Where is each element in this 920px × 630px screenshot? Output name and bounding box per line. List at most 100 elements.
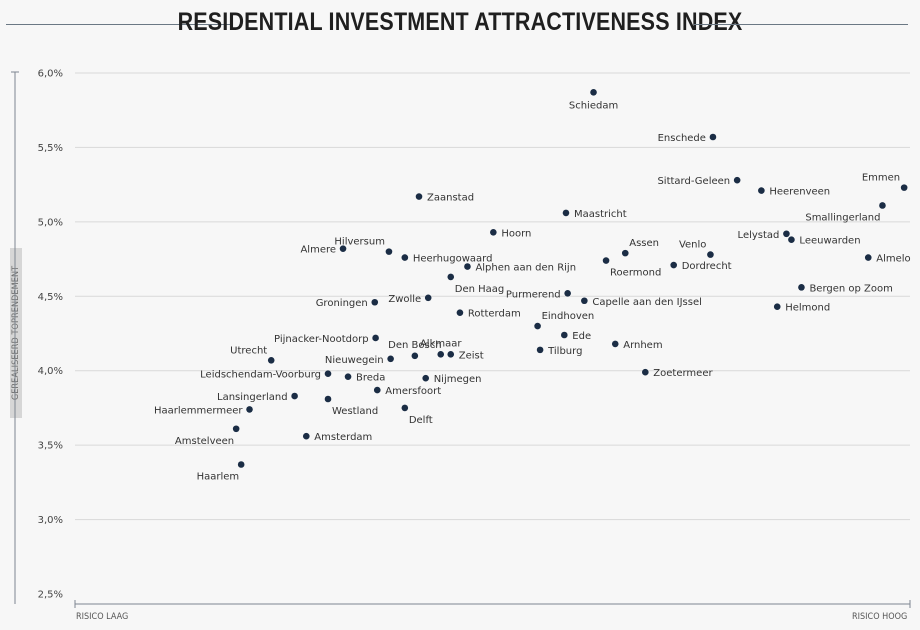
point-label: Alphen aan den Rijn	[475, 263, 576, 274]
point-label: Sittard-Geleen	[657, 176, 730, 187]
data-point	[344, 373, 352, 380]
point-label: Zwolle	[388, 294, 421, 305]
title-rule-right	[694, 24, 908, 25]
point-label: Almelo	[876, 254, 910, 265]
data-point	[437, 351, 445, 358]
data-points	[232, 89, 908, 468]
data-point	[401, 254, 409, 261]
point-label: Haarlemmermeer	[154, 405, 243, 416]
point-label: Helmond	[785, 303, 830, 314]
point-label: Amstelveen	[175, 436, 234, 447]
point-label: Roermond	[610, 268, 661, 279]
y-tick-label: 3,5%	[38, 441, 63, 452]
axes	[11, 71, 911, 608]
point-label: Bergen op Zoom	[809, 283, 892, 294]
point-label: Arnhem	[623, 340, 662, 351]
data-point	[246, 406, 253, 413]
data-point	[237, 461, 245, 468]
data-point	[447, 351, 455, 358]
data-point	[590, 89, 597, 96]
x-axis-label-low: RISICO LAAG	[76, 612, 129, 622]
data-point	[534, 322, 541, 330]
data-point	[900, 184, 908, 191]
point-label: Leeuwarden	[799, 236, 860, 247]
data-point	[339, 245, 347, 252]
data-point	[707, 251, 714, 258]
data-point	[401, 404, 409, 412]
point-label: Westland	[332, 406, 378, 417]
point-label: Lansingerland	[217, 392, 288, 403]
data-point	[387, 355, 394, 363]
point-label: Nijmegen	[434, 374, 482, 385]
data-point	[302, 432, 310, 440]
point-label: Amersfoort	[385, 386, 441, 397]
x-axis-label-high: RISICO HOOG	[852, 612, 908, 622]
point-label: Rotterdam	[468, 309, 521, 320]
point-label: Tilburg	[547, 346, 582, 357]
data-point	[464, 263, 471, 270]
point-label: Breda	[356, 373, 385, 384]
title-rule-left	[6, 24, 230, 25]
point-label: Hoorn	[501, 228, 531, 239]
point-label: Capelle aan den IJssel	[592, 297, 702, 308]
point-label: Groningen	[316, 298, 368, 309]
point-label: Assen	[629, 238, 659, 249]
data-point	[581, 297, 588, 305]
y-tick-label: 3,0%	[38, 515, 63, 526]
point-label: Almere	[300, 245, 336, 256]
point-label: Lelystad	[738, 230, 780, 241]
point-label: Zoetermeer	[653, 368, 713, 379]
point-label: Smallingerland	[805, 212, 880, 223]
data-point	[232, 425, 240, 433]
point-label: Enschede	[658, 133, 706, 144]
point-label: Schiedam	[569, 100, 618, 111]
point-label: Purmerend	[506, 289, 561, 300]
data-point	[642, 368, 649, 376]
point-label: Maastricht	[574, 209, 627, 220]
point-label: Delft	[409, 415, 433, 426]
data-point	[864, 254, 872, 261]
point-label: Haarlem	[197, 471, 240, 482]
data-point	[773, 303, 781, 311]
title-bar: RESIDENTIAL INVESTMENT ATTRACTIVENESS IN…	[0, 0, 920, 50]
point-label: Zeist	[459, 350, 484, 361]
data-point	[490, 228, 497, 236]
point-label: Utrecht	[230, 345, 267, 356]
data-point	[424, 294, 432, 302]
grid-lines	[75, 72, 910, 521]
point-label: Heerenveen	[769, 187, 830, 198]
y-axis-label-band	[10, 248, 22, 418]
point-label: Zaanstad	[427, 193, 474, 204]
data-point	[291, 392, 298, 400]
y-tick-label: 4,0%	[38, 366, 63, 377]
data-point	[372, 334, 379, 342]
data-point	[562, 209, 570, 217]
y-tick-label: 5,5%	[38, 143, 63, 154]
data-point	[456, 309, 464, 316]
point-label: Hilversum	[334, 237, 385, 248]
point-label: Den Haag	[455, 284, 505, 295]
point-label: Heerhugowaard	[413, 254, 493, 265]
data-point	[415, 193, 423, 200]
data-point	[798, 284, 805, 291]
point-label: Venlo	[679, 240, 706, 251]
data-point	[564, 290, 571, 297]
data-point	[788, 236, 795, 244]
y-tick-label: 5,0%	[38, 217, 63, 228]
data-point	[385, 248, 393, 255]
y-tick-label: 6,0%	[38, 69, 63, 80]
y-tick-labels: 6,0% 5,5% 5,0% 4,5% 4,0% 3,5% 3,0% 2,5%	[38, 69, 63, 601]
point-label: Pijnacker-Nootdorp	[274, 334, 369, 345]
data-point	[621, 249, 629, 257]
data-point	[611, 340, 619, 348]
y-tick-label: 2,5%	[38, 590, 63, 601]
data-point	[709, 133, 717, 141]
point-label: Alkmaar	[420, 338, 462, 349]
point-label: Den Bosch	[388, 340, 441, 351]
data-point	[324, 395, 332, 403]
data-point	[783, 230, 790, 238]
data-point	[411, 352, 419, 360]
data-point	[670, 261, 677, 269]
data-point	[561, 331, 568, 339]
